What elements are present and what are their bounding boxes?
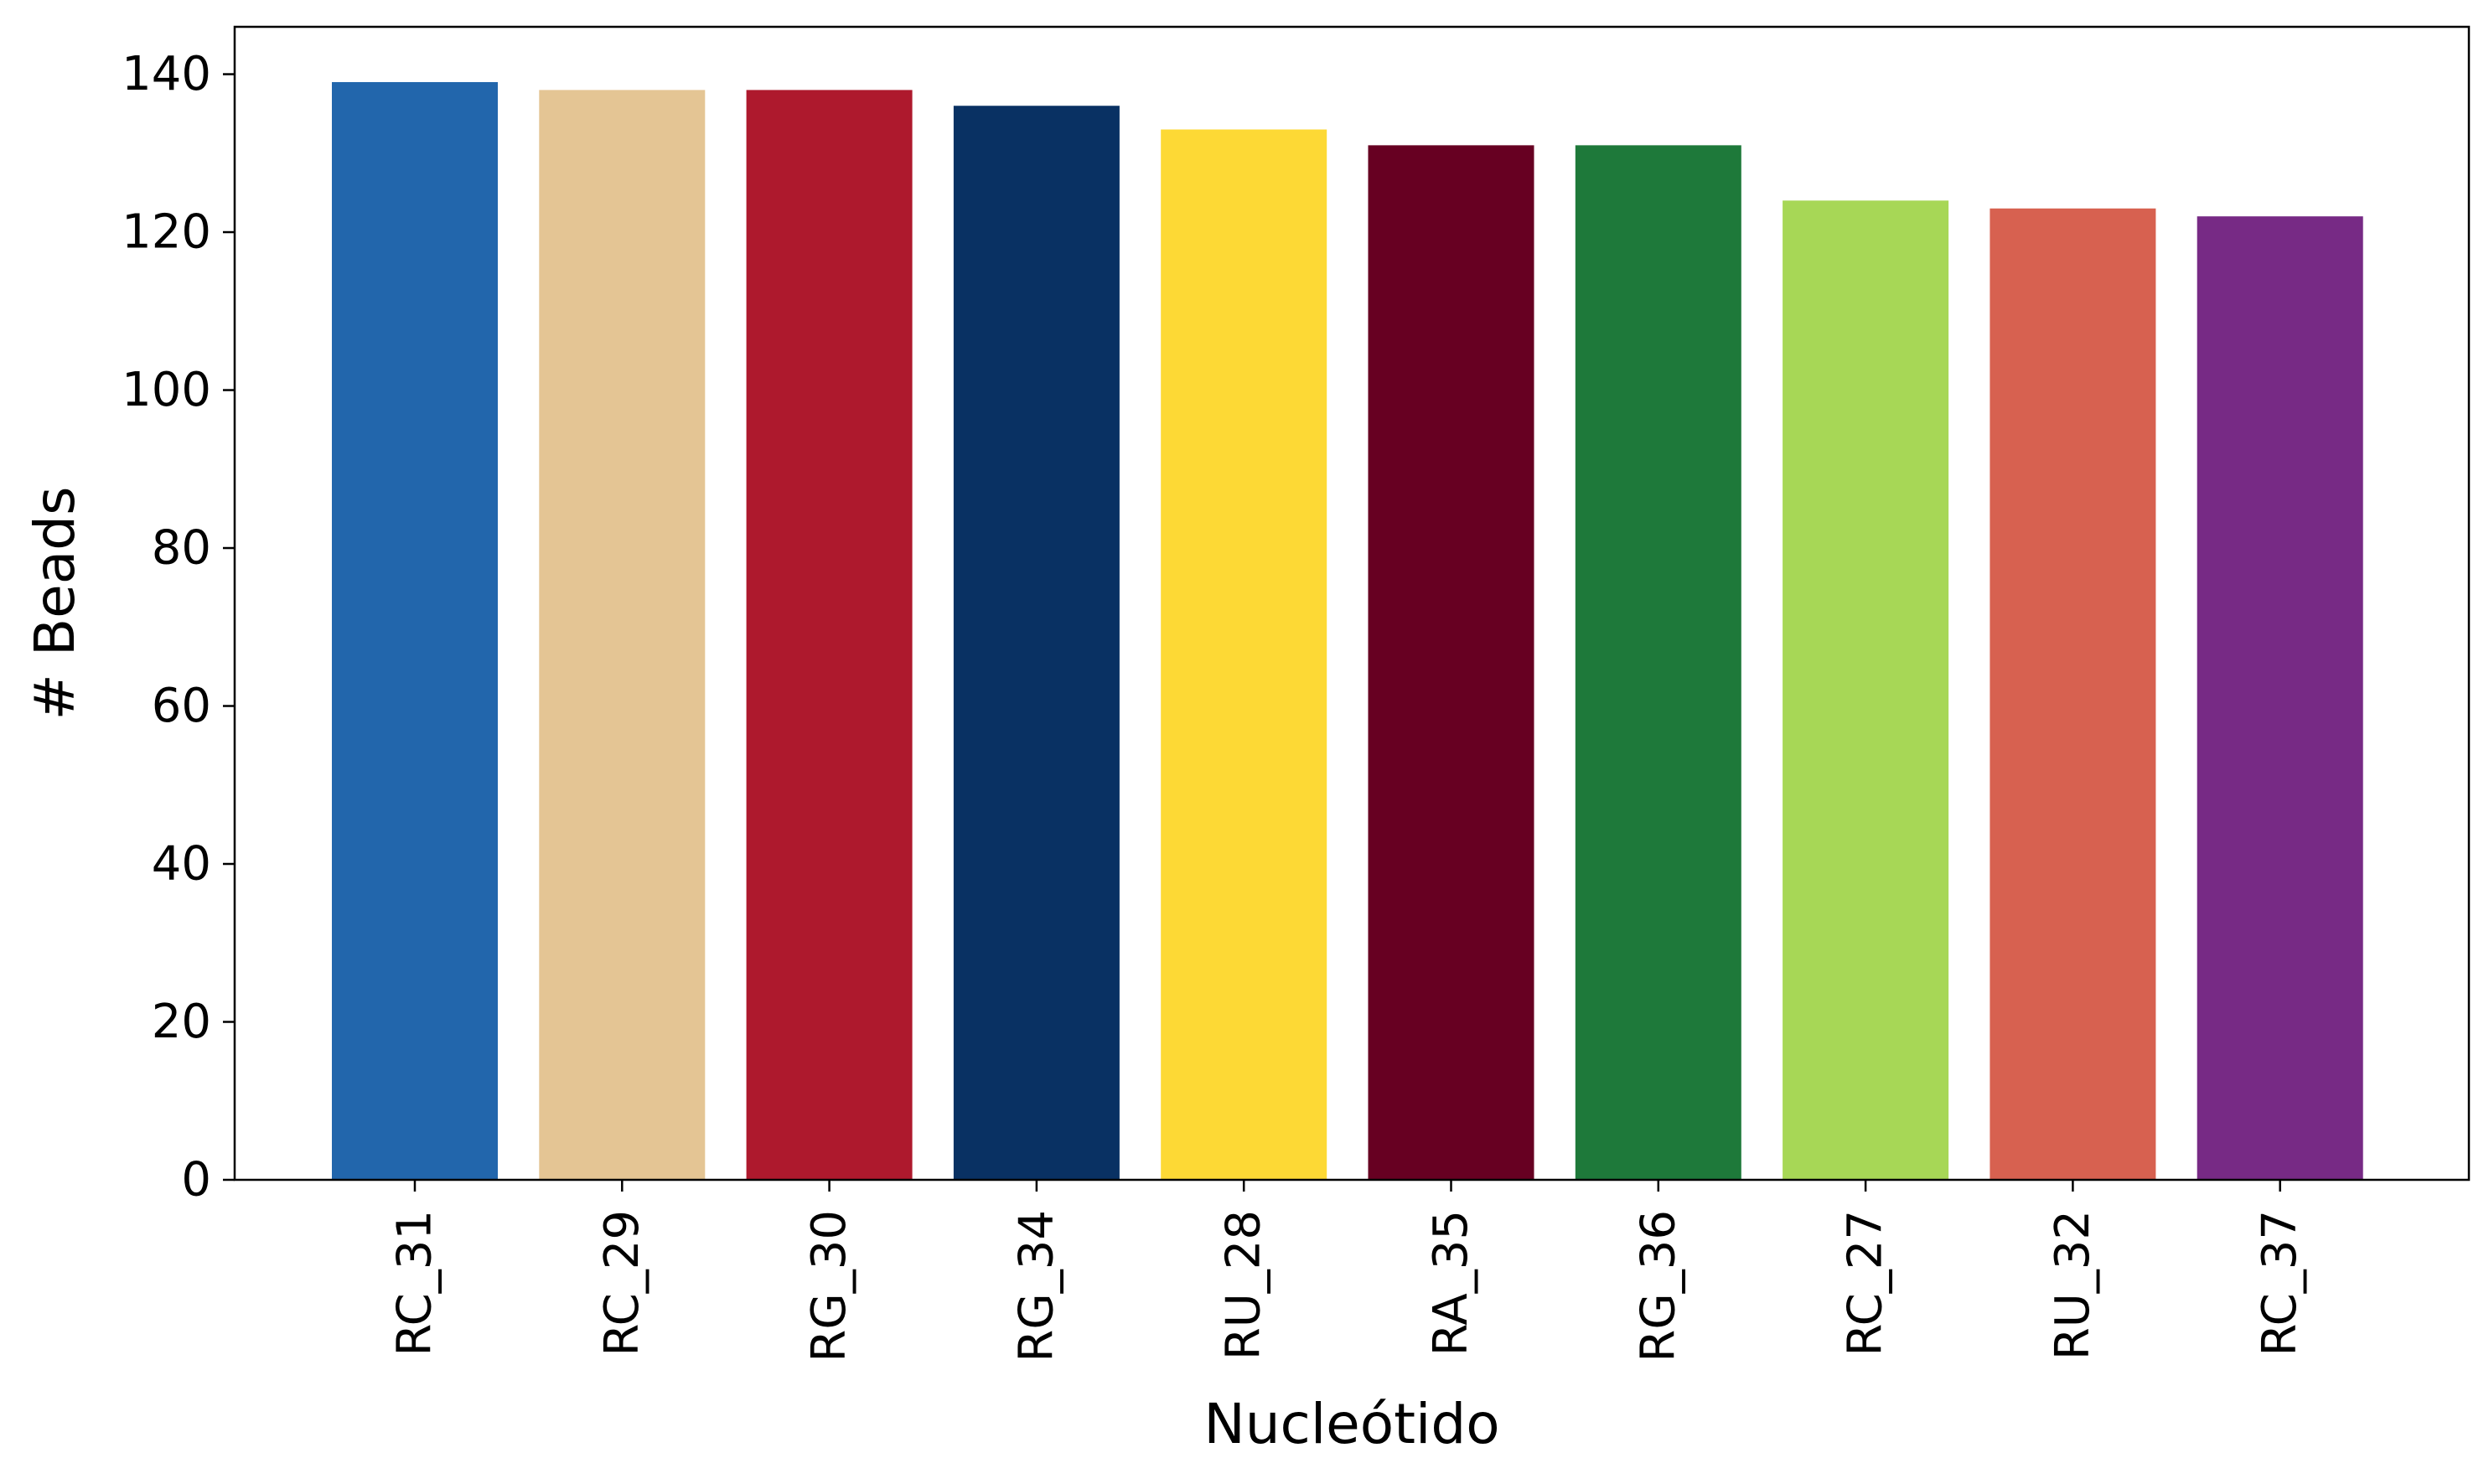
x-tick-label: RC_27 bbox=[1839, 1210, 1893, 1356]
y-axis-label: # Beads bbox=[23, 487, 87, 721]
bar-ru-32 bbox=[1990, 208, 2156, 1181]
bar-rc-31 bbox=[332, 81, 498, 1180]
x-axis: RC_31 RC_29 RG_30 RG_34 RU_28 RA_35 RG_36 RC_27… bbox=[388, 1180, 2307, 1362]
bars-group bbox=[332, 81, 2363, 1181]
x-tick-label: RU_32 bbox=[2046, 1210, 2100, 1360]
y-tick-label: 40 bbox=[152, 837, 211, 892]
bar-rc-37 bbox=[2197, 216, 2363, 1180]
plot-frame bbox=[233, 25, 2471, 1182]
x-axis-label: Nucleótido bbox=[1203, 1392, 1499, 1456]
y-axis: 0 20 40 60 80 100 120 140 bbox=[122, 47, 235, 1207]
bar-rc-27 bbox=[1783, 200, 1949, 1180]
bar-rg-30 bbox=[746, 90, 913, 1181]
y-tick-label: 60 bbox=[152, 679, 211, 733]
x-tick-label: RC_37 bbox=[2253, 1210, 2307, 1356]
bar-rg-34 bbox=[953, 106, 1120, 1180]
y-tick-label: 20 bbox=[152, 995, 211, 1049]
y-tick-label: 80 bbox=[152, 521, 211, 576]
y-tick-label: 100 bbox=[122, 363, 211, 417]
x-tick-label: RG_36 bbox=[1631, 1210, 1685, 1362]
x-tick-label: RG_34 bbox=[1009, 1210, 1063, 1362]
x-tick-label: RC_31 bbox=[388, 1210, 442, 1356]
bar-rc-29 bbox=[539, 90, 706, 1181]
bar-ra-35 bbox=[1368, 145, 1534, 1180]
y-tick-label: 140 bbox=[122, 47, 211, 101]
x-tick-label: RU_28 bbox=[1217, 1210, 1271, 1360]
y-tick-label: 120 bbox=[122, 205, 211, 260]
x-tick-label: RC_29 bbox=[595, 1210, 649, 1356]
bar-rg-36 bbox=[1575, 145, 1741, 1180]
y-tick-label: 0 bbox=[181, 1153, 211, 1207]
x-tick-label: RA_35 bbox=[1424, 1210, 1478, 1356]
x-tick-label: RG_30 bbox=[802, 1210, 856, 1362]
bar-ru-28 bbox=[1161, 129, 1327, 1181]
